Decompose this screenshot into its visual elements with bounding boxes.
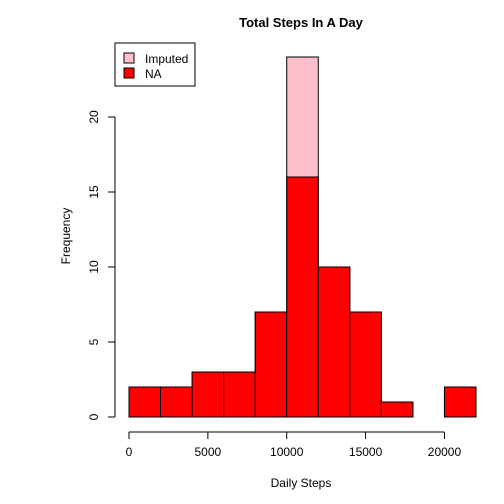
bar-na-8 [380, 401, 414, 418]
legend-label-na: NA [145, 67, 162, 81]
y-tick-label: 0 [87, 413, 101, 420]
legend-box [114, 42, 196, 87]
bar-na-0 [128, 386, 162, 418]
x-axis-label: Daily Steps [271, 476, 332, 490]
y-axis-label: Frequency [59, 208, 73, 265]
y-tick-label: 10 [87, 260, 101, 274]
x-tick-label: 20000 [428, 445, 462, 459]
legend-label-imputed: Imputed [145, 52, 188, 66]
legend-swatch-imputed [123, 52, 135, 64]
y-tick-label: 20 [87, 110, 101, 124]
y-tick-label: 15 [87, 185, 101, 199]
x-tick-label: 10000 [270, 445, 304, 459]
x-axis: 0 5000 10000 15000 20000 [126, 431, 462, 459]
x-tick-label: 15000 [349, 445, 383, 459]
chart-title: Total Steps In A Day [239, 15, 364, 30]
bars-layer [128, 56, 477, 418]
bar-na-4 [254, 311, 288, 418]
bar-na-6 [317, 266, 351, 418]
bar-na-10 [443, 386, 477, 418]
bar-na-3 [223, 371, 256, 418]
y-axis: 0 5 10 15 20 [87, 110, 116, 420]
x-tick-label: 0 [126, 445, 133, 459]
legend-swatch-na [123, 67, 135, 79]
y-tick-label: 5 [87, 338, 101, 345]
bar-na-7 [349, 311, 382, 418]
bar-na-5 [286, 176, 319, 418]
x-tick-label: 5000 [195, 445, 222, 459]
bar-na-1 [160, 386, 193, 418]
legend: Imputed NA [114, 42, 196, 87]
bar-na-2 [191, 371, 225, 418]
